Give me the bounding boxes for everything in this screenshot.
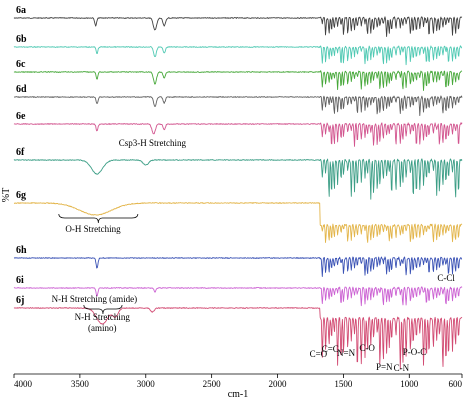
y-axis-label: %T (1, 188, 12, 202)
spectrum-line (13, 202, 463, 243)
series-labels: 6a 6b 6c 6d 6e 6f 6g 6h 6i 6j (16, 5, 27, 306)
spectrum-line (14, 95, 463, 117)
series-label: 6f (16, 147, 25, 158)
annotation-label: P-O-C (403, 347, 427, 357)
annotation-label: Csp3-H Stretching (119, 138, 187, 148)
region-brace (58, 213, 139, 224)
annotation-label: C=O (310, 349, 328, 359)
x-tick-label: 2500 (203, 379, 222, 389)
annotation-label: N-H Stretching (75, 312, 131, 322)
annotations-group: Csp3-H Stretching O-H Stretching C-Cl N-H S… (52, 138, 456, 373)
spectra-group (13, 16, 463, 370)
series-label: 6i (16, 275, 24, 286)
x-tick-label: 3500 (71, 379, 90, 389)
annotation-label: C-N (394, 363, 410, 373)
x-axis-label: cm-1 (228, 389, 249, 400)
x-tick-label: 600 (449, 379, 463, 389)
annotation-label: C=C (322, 344, 339, 354)
series-label: 6d (16, 84, 27, 95)
series-label: 6e (16, 111, 26, 122)
annotation-label: (amino) (88, 323, 117, 333)
annotation-label: O-H Stretching (65, 224, 121, 234)
annotation-label: C-O (359, 343, 375, 353)
spectrum-line (13, 122, 463, 147)
annotation-label: P=N (376, 362, 393, 372)
spectrum-line (13, 70, 463, 91)
series-label: 6c (16, 59, 26, 70)
annotation-label: C-Cl (437, 273, 455, 283)
x-tick-label: 4000 (14, 379, 33, 389)
x-tick-label: 2000 (269, 379, 288, 389)
annotation-label: N=N (337, 348, 356, 358)
spectrum-line (13, 16, 463, 37)
region-brace (83, 304, 123, 315)
x-axis: 4000 3500 3000 2500 2000 1500 1000 600 (13, 373, 463, 389)
x-tick-label: 1000 (400, 379, 419, 389)
x-tick-label: 1500 (334, 379, 353, 389)
spectrum-line (13, 45, 463, 66)
series-label: 6j (16, 295, 24, 306)
series-label: 6b (16, 34, 27, 45)
spectrum-line (13, 256, 463, 277)
x-tick-label: 3000 (137, 379, 156, 389)
series-label: 6g (16, 190, 26, 201)
series-label: 6a (16, 5, 26, 16)
spectrum-line (13, 286, 463, 307)
spectrum-line (13, 158, 463, 200)
series-label: 6h (16, 245, 27, 256)
annotation-label: N-H Stretching (amide) (52, 294, 137, 304)
